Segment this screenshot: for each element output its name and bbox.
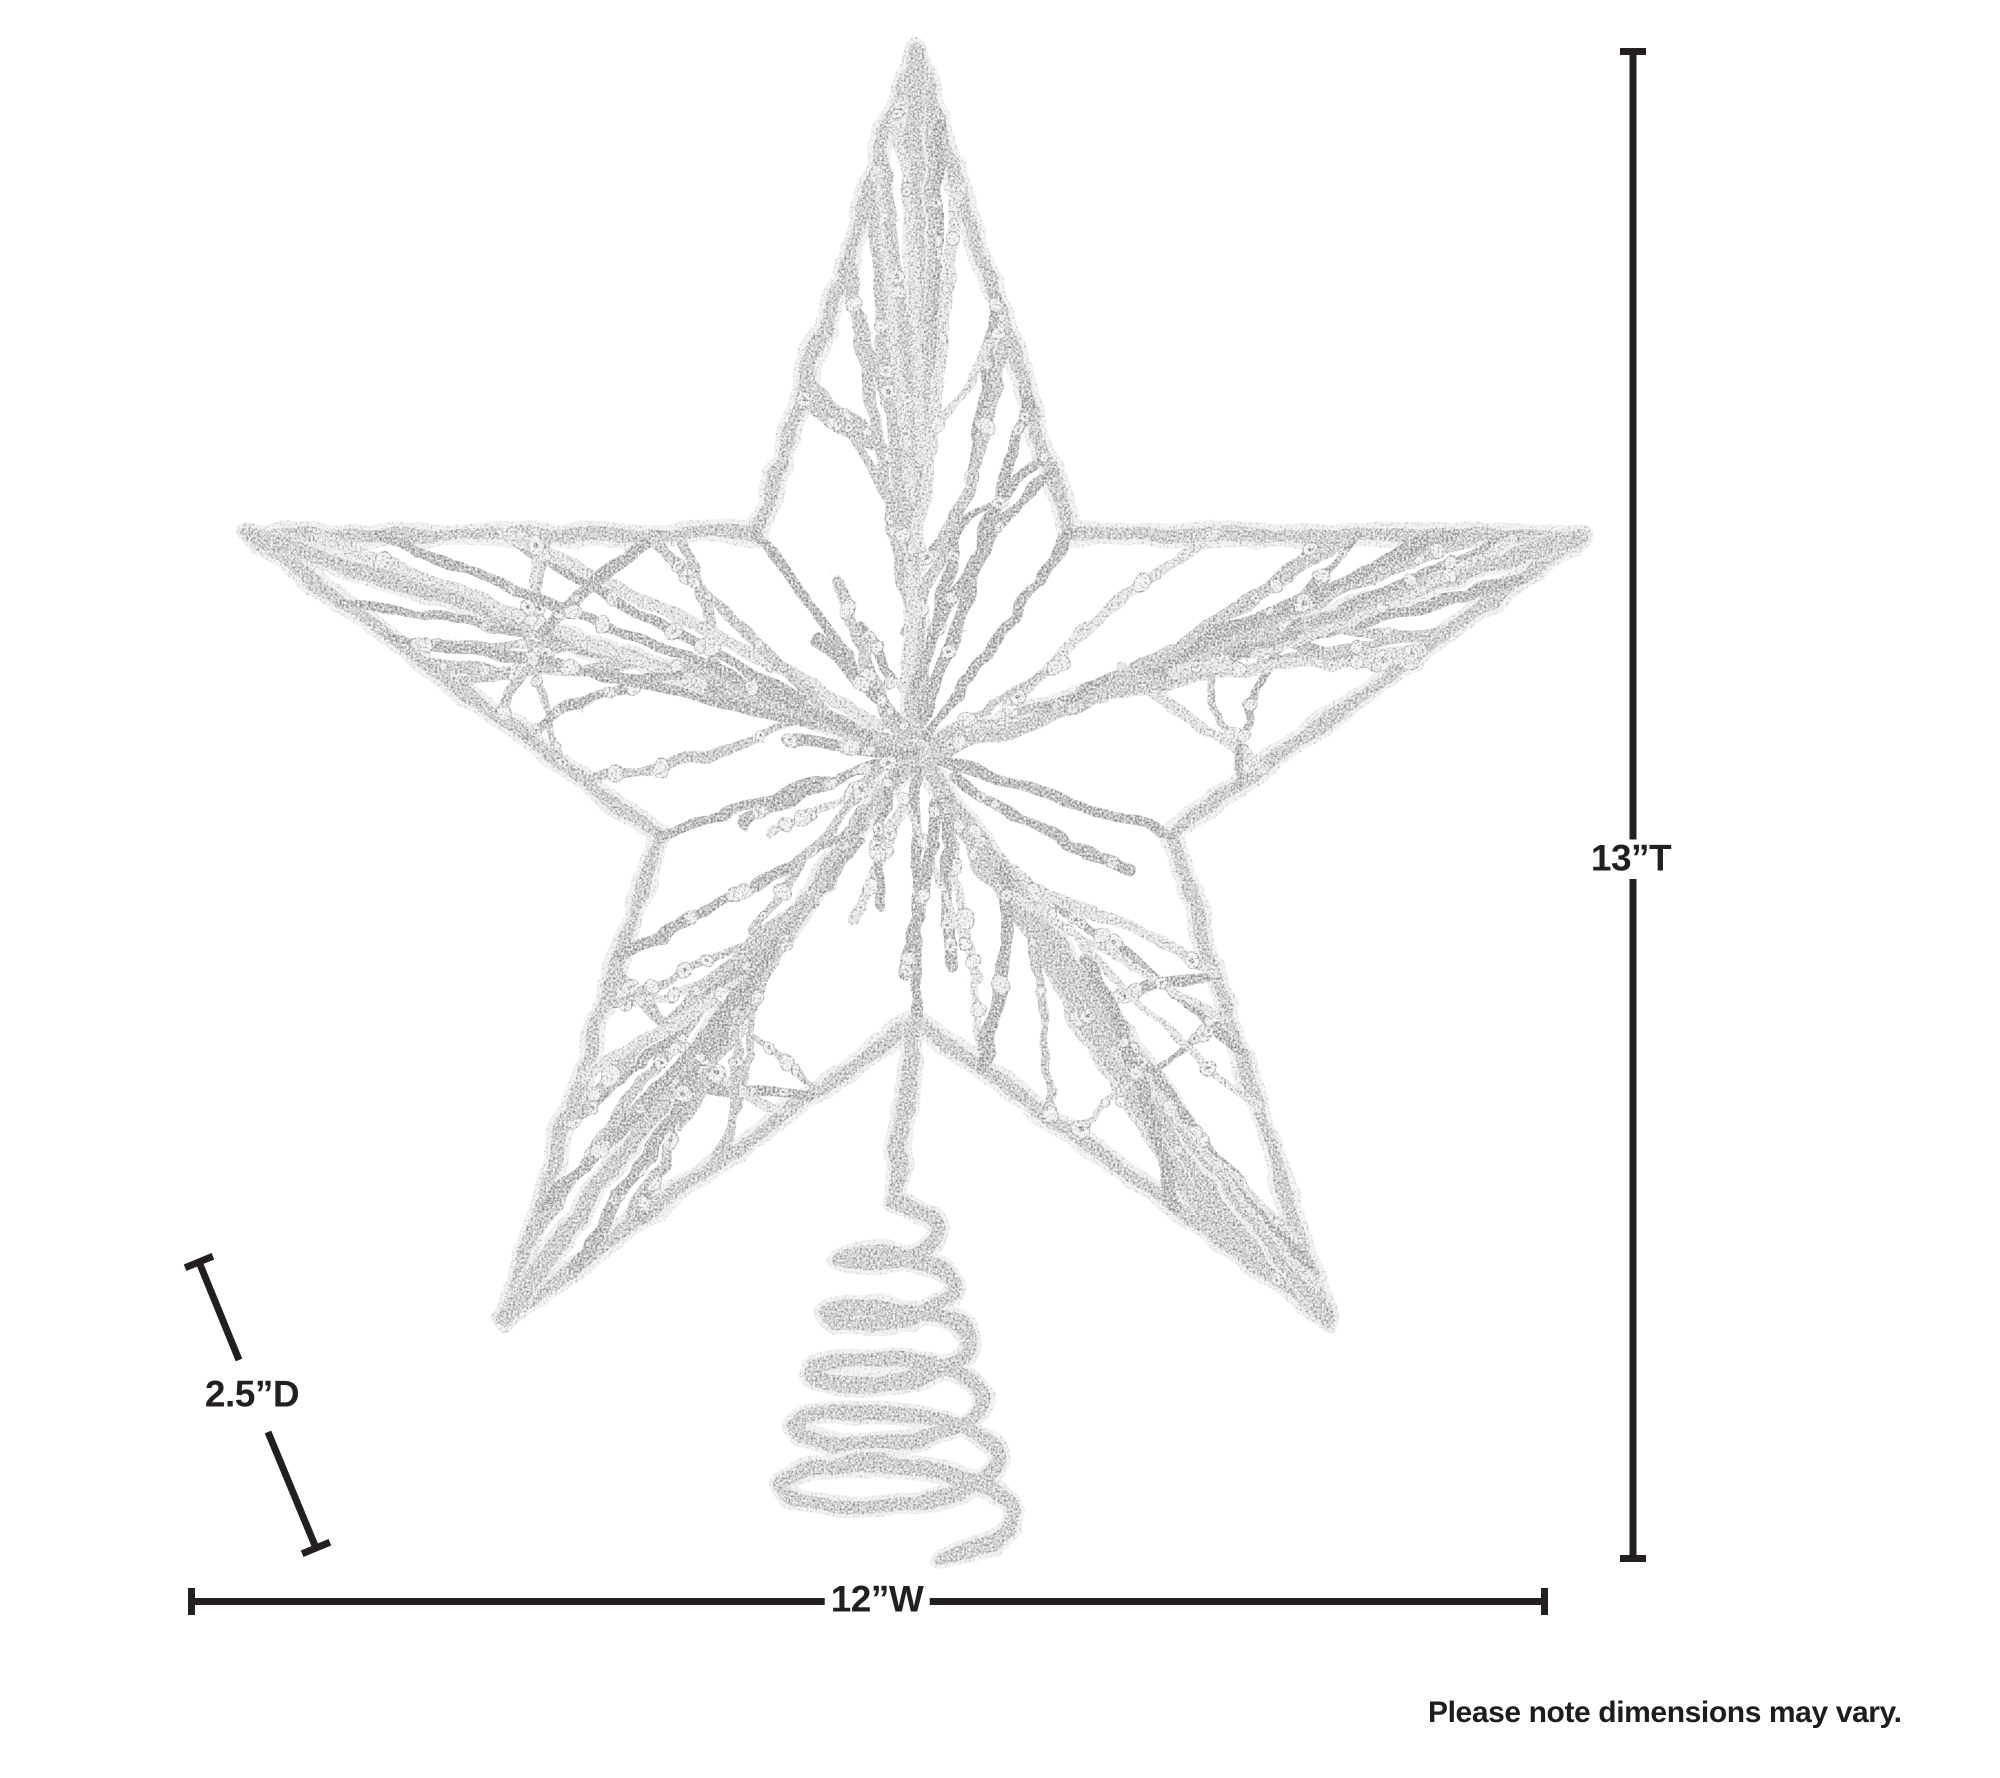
height-dimension-line xyxy=(1620,48,1646,1562)
width-dimension-label: 12”W xyxy=(824,1580,930,1618)
dimensions-disclaimer-note: Please note dimensions may vary. xyxy=(1428,1696,1902,1729)
width-dimension-line xyxy=(188,1588,1548,1615)
height-dimension-label: 13”T xyxy=(1584,839,1678,877)
star-lattice-and-spiral xyxy=(233,35,1591,1569)
depth-dimension-label: 2.5”D xyxy=(198,1375,306,1413)
depth-dimension-line xyxy=(183,1253,332,1557)
